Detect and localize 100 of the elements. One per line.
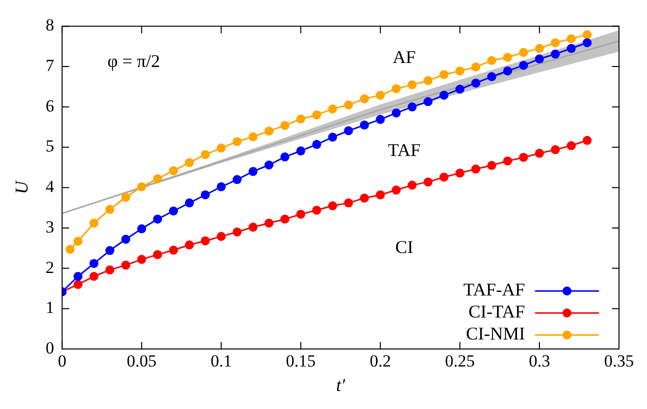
point: [503, 66, 512, 76]
point: [582, 136, 592, 145]
point: [105, 265, 114, 274]
annotation: CI: [395, 236, 414, 257]
point: [168, 206, 178, 216]
point: [264, 160, 274, 170]
point: [280, 152, 290, 162]
point: [74, 236, 83, 246]
point: [360, 120, 369, 130]
point: [424, 76, 433, 86]
point: [376, 114, 385, 124]
x-tick-label: 0.25: [445, 352, 475, 371]
point: [550, 145, 560, 154]
x-tick-label: 0.1: [210, 352, 232, 371]
point: [200, 190, 210, 200]
point: [503, 52, 512, 62]
x-tick-label: 0.3: [528, 352, 550, 371]
legend-label: TAF-AF: [463, 280, 525, 300]
y-tick-label: 7: [46, 56, 55, 76]
annotation: AF: [392, 47, 416, 68]
point: [200, 150, 210, 160]
y-tick-label: 3: [46, 217, 54, 236]
point: [328, 201, 338, 210]
point: [89, 218, 98, 228]
x-axis-title: t′: [336, 374, 346, 395]
point: [582, 30, 592, 40]
x-tick-label: 0.05: [126, 352, 157, 371]
point: [439, 90, 448, 100]
point: [248, 166, 258, 176]
point: [264, 126, 274, 136]
point: [487, 160, 496, 170]
y-tick-label: 5: [46, 136, 54, 156]
point: [455, 168, 464, 178]
point: [232, 175, 242, 184]
point: [439, 70, 448, 80]
point: [105, 246, 114, 256]
point: [105, 204, 114, 214]
point: [360, 94, 369, 104]
point: [312, 140, 322, 149]
point: [296, 114, 306, 124]
point: [74, 272, 83, 281]
point: [519, 48, 528, 57]
point: [534, 54, 544, 64]
point: [566, 34, 576, 44]
x-tick-label: 0.15: [286, 352, 316, 371]
point: [153, 250, 162, 260]
point: [519, 152, 528, 162]
point: [89, 258, 98, 268]
y-tick-label: 8: [46, 16, 54, 35]
point: [376, 190, 385, 200]
point: [280, 120, 290, 130]
point: [264, 218, 274, 228]
point: [344, 100, 354, 110]
point: [487, 56, 496, 65]
point: [296, 146, 306, 156]
point: [408, 102, 417, 112]
point: [168, 246, 178, 255]
y-tick-label: 4: [46, 177, 55, 196]
point: [312, 110, 322, 120]
point: [487, 72, 496, 82]
point: [550, 38, 560, 48]
point: [376, 90, 385, 100]
point: [184, 240, 194, 250]
x-tick-label: 0.35: [604, 352, 634, 371]
legend-label: CI-TAF: [468, 302, 525, 322]
point: [137, 224, 146, 234]
point: [74, 280, 83, 289]
point: [424, 177, 433, 186]
point: [582, 38, 592, 48]
x-tick-label: 0.2: [370, 352, 391, 371]
y-tick-label: 2: [46, 258, 54, 277]
point: [344, 126, 354, 136]
y-tick-label: 0: [46, 338, 54, 358]
point: [89, 272, 98, 281]
y-tick-label: 6: [46, 96, 54, 116]
point: [216, 232, 226, 241]
point: [121, 260, 130, 270]
point: [232, 227, 242, 236]
point: [471, 78, 480, 88]
point: [153, 174, 162, 184]
point: [408, 180, 417, 190]
point: [328, 132, 338, 142]
point: [248, 222, 258, 232]
point: [184, 198, 194, 208]
point: [137, 182, 146, 192]
point: [248, 132, 258, 142]
point: [503, 156, 512, 166]
point: [137, 254, 146, 264]
point: [312, 206, 322, 215]
point: [296, 210, 306, 219]
point: [232, 137, 242, 146]
point: [392, 84, 401, 94]
point: [184, 158, 194, 168]
point: [328, 104, 338, 114]
point: [519, 60, 528, 70]
y-axis-title: U: [12, 180, 32, 194]
point: [360, 194, 369, 203]
point: [566, 44, 576, 53]
point: [344, 198, 354, 208]
y-tick-label: 1: [46, 298, 54, 318]
